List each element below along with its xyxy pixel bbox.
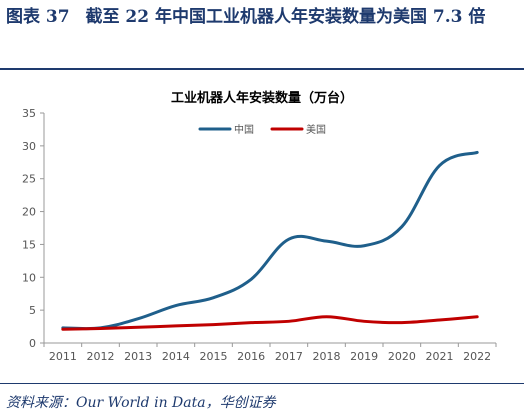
y-tick-label: 5 — [29, 304, 36, 317]
figure-title: 图表 37 截至 22 年中国工业机器人年安装数量为美国 7.3 倍 — [6, 4, 520, 30]
x-tick-label: 2020 — [388, 350, 416, 363]
source-note: 资料来源：Our World in Data，华创证券 — [6, 395, 276, 411]
figure-label: 图表 — [6, 7, 40, 27]
bottom-rule — [0, 383, 524, 384]
axes: 0 5 10 15 20 25 30 35 2011 2012 2013 2014 2015 2016 20… — [22, 107, 497, 363]
x-tick-label: 2014 — [162, 350, 190, 363]
y-tick-label: 35 — [22, 107, 36, 120]
series-lines — [61, 150, 479, 331]
y-tick-label: 15 — [22, 238, 36, 251]
usa-series-line — [61, 315, 479, 331]
legend-usa: 美国 — [270, 123, 326, 136]
x-tick-label: 2021 — [426, 350, 454, 363]
top-rule — [0, 68, 524, 70]
x-tick-label: 2019 — [350, 350, 378, 363]
china-series-line — [61, 150, 479, 331]
x-tick-label: 2015 — [200, 350, 228, 363]
y-tick-label: 20 — [22, 206, 36, 219]
x-tick-label: 2011 — [49, 350, 77, 363]
x-tick-label: 2012 — [87, 350, 115, 363]
figure-number: 37 — [45, 7, 70, 27]
chart-title: 工业机器人年安装数量（万台） — [171, 90, 353, 106]
legend-label: 美国 — [306, 123, 326, 136]
y-tick-label: 30 — [22, 140, 36, 153]
x-tick-label: 2016 — [237, 350, 265, 363]
y-tick-label: 25 — [22, 173, 36, 186]
y-tick-label: 10 — [22, 271, 36, 284]
legend-label: 中国 — [234, 123, 254, 136]
figure-title-text: 截至 22 年中国工业机器人年安装数量为美国 7.3 倍 — [85, 7, 486, 27]
x-tick-label: 2017 — [275, 350, 303, 363]
y-tick-label: 0 — [29, 337, 36, 350]
legend-china: 中国 — [198, 123, 254, 136]
x-tick-label: 2013 — [124, 350, 152, 363]
x-tick-label: 2018 — [313, 350, 341, 363]
x-tick-label: 2022 — [463, 350, 491, 363]
legend: 中国 美国 — [198, 123, 326, 136]
